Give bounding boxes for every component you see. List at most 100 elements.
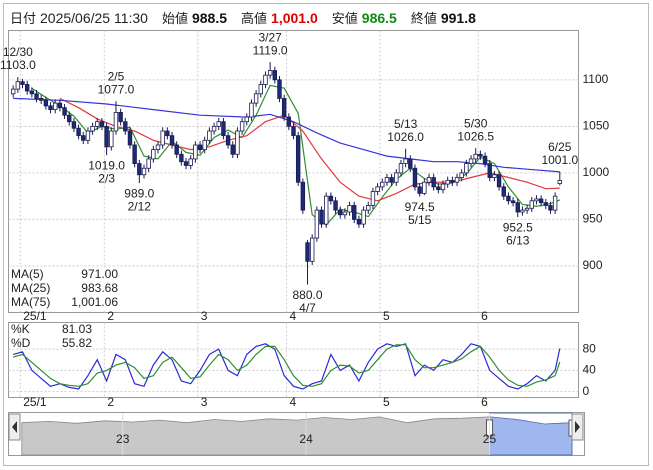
candle-body bbox=[85, 130, 91, 141]
candle-body bbox=[548, 205, 553, 211]
annotation-date: 4/7 bbox=[299, 301, 316, 315]
annotation-date: 12/30 bbox=[3, 45, 33, 59]
candle-body bbox=[207, 130, 212, 141]
candle-body bbox=[422, 181, 427, 194]
candle-body bbox=[403, 158, 408, 164]
legend-value: 983.68 bbox=[81, 281, 118, 295]
candle-body bbox=[43, 99, 49, 107]
candle-body bbox=[356, 219, 362, 225]
candle-body bbox=[15, 81, 21, 90]
candle-body bbox=[520, 209, 525, 213]
legend-name: MA(5) bbox=[11, 267, 44, 281]
candle-body bbox=[67, 114, 72, 123]
candle-body bbox=[258, 84, 263, 95]
stoch-panel bbox=[8, 322, 579, 398]
candle-body bbox=[417, 186, 422, 194]
navigator-tick-label: 24 bbox=[299, 432, 313, 446]
candle-body bbox=[328, 195, 334, 202]
candle-body bbox=[473, 153, 478, 160]
annotation-price: 1026.0 bbox=[387, 130, 424, 144]
candle-body bbox=[235, 130, 240, 155]
annotation-price: 1103.0 bbox=[0, 58, 36, 72]
candle-body bbox=[109, 130, 114, 148]
annotation-price: 1019.0 bbox=[88, 158, 125, 172]
x-tick-label: 5 bbox=[383, 309, 390, 323]
candle-body bbox=[20, 81, 25, 85]
candle-body bbox=[412, 167, 418, 188]
candle-body bbox=[305, 242, 310, 262]
candle-body bbox=[487, 163, 492, 178]
y-tick-label: 900 bbox=[583, 258, 603, 272]
candle-body bbox=[389, 177, 394, 183]
candle-body bbox=[146, 158, 151, 169]
field-label: 日付 bbox=[10, 11, 37, 26]
candle-body bbox=[225, 135, 231, 146]
annotation-date: 5/15 bbox=[408, 213, 432, 227]
candle-body bbox=[529, 200, 534, 209]
legend-box bbox=[10, 267, 120, 311]
field-label: 終値 bbox=[410, 11, 437, 26]
annotation-price: 974.5 bbox=[405, 200, 435, 214]
annotation-date: 3/27 bbox=[258, 30, 282, 44]
candle-body bbox=[515, 202, 520, 213]
candle-body bbox=[249, 102, 254, 118]
candle-body bbox=[193, 144, 198, 160]
legend-name: %D bbox=[11, 336, 31, 350]
candle-body bbox=[202, 139, 207, 151]
candle-body bbox=[53, 102, 58, 111]
x-tick-label: 4 bbox=[290, 309, 297, 323]
candle-body bbox=[57, 102, 63, 109]
x-tick-label: 2 bbox=[107, 395, 114, 409]
candle-body bbox=[141, 167, 147, 176]
candle-body bbox=[440, 183, 446, 191]
candle-body bbox=[90, 125, 95, 132]
legend-value: 971.00 bbox=[81, 267, 118, 281]
candle-body bbox=[169, 135, 175, 146]
candle-body bbox=[62, 107, 67, 116]
candle-body bbox=[300, 181, 306, 211]
candle-body bbox=[468, 158, 474, 164]
annotation-date: 2/5 bbox=[108, 69, 125, 83]
annotation-price: 989.0 bbox=[124, 186, 154, 200]
candle-body bbox=[277, 79, 282, 99]
candle-body bbox=[34, 93, 39, 99]
candle-body bbox=[48, 105, 53, 111]
candle-body bbox=[426, 177, 432, 183]
annotation-date: 6/13 bbox=[506, 233, 530, 247]
navigator-tick-label: 25 bbox=[483, 432, 497, 446]
annotation-price: 952.5 bbox=[503, 220, 533, 234]
candle-body bbox=[375, 186, 380, 192]
candle-body bbox=[431, 177, 436, 188]
candle-body bbox=[510, 200, 516, 204]
candle-body bbox=[445, 179, 450, 185]
candle-body bbox=[267, 70, 273, 76]
field-label: 安値 bbox=[331, 11, 358, 26]
candle-body bbox=[459, 172, 464, 178]
x-tick-label: 4 bbox=[290, 395, 297, 409]
candle-body bbox=[183, 161, 189, 166]
candle-body bbox=[370, 191, 376, 206]
stoch-line bbox=[13, 344, 561, 387]
field-value: 2025/06/25 11:30 bbox=[40, 10, 148, 26]
candle-body bbox=[482, 155, 488, 164]
candle-body bbox=[314, 209, 320, 239]
candle-body bbox=[24, 84, 30, 92]
x-tick-label: 2 bbox=[107, 309, 114, 323]
x-tick-label: 25/1 bbox=[23, 395, 47, 409]
candle-body bbox=[398, 163, 404, 174]
x-tick-label: 3 bbox=[201, 309, 208, 323]
candle-body bbox=[29, 90, 35, 95]
candle-body bbox=[478, 153, 483, 157]
candle-body bbox=[211, 125, 217, 132]
outer-frame bbox=[3, 3, 649, 466]
candle-body bbox=[10, 88, 16, 95]
legend-name: MA(25) bbox=[11, 281, 50, 295]
legend-value: 55.82 bbox=[62, 336, 92, 350]
candle-body bbox=[352, 205, 357, 220]
field-value: 991.8 bbox=[440, 10, 476, 26]
annotation-date: 2/3 bbox=[98, 171, 115, 185]
candle-body bbox=[496, 174, 502, 188]
scroll-left-arrow bbox=[12, 421, 17, 433]
annotation-price: 1077.0 bbox=[98, 82, 135, 96]
